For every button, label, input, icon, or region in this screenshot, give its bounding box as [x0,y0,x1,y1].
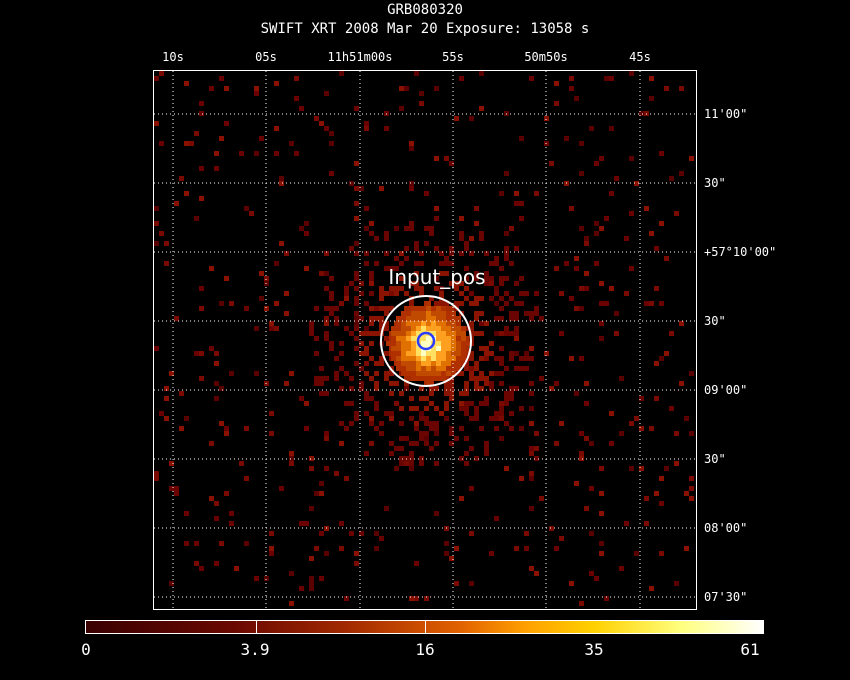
colorbar-label: 35 [584,640,604,659]
source-label: Input_pos [388,265,485,289]
dec-label: 08'00" [704,521,748,535]
colorbar-label: 0 [81,640,91,659]
colorbar-tick [425,621,426,633]
ra-label: 10s [162,50,184,64]
ra-label: 05s [255,50,277,64]
colorbar-label: 61 [740,640,760,659]
source-region-circle [380,295,472,387]
colorbar-tick [256,621,257,633]
dec-label: 07'30" [704,590,748,604]
dec-label: 09'00" [704,383,748,397]
dec-label: 11'00" [704,107,748,121]
object-title: GRB080320 [387,2,463,18]
dec-label: +57°10'00" [704,245,777,259]
ra-label: 55s [442,50,464,64]
target-position-circle [416,331,436,351]
ra-label: 45s [629,50,651,64]
xray-image: Input_pos [154,71,696,609]
colorbar-label: 3.9 [240,640,270,659]
xray-image-panel: Input_pos [153,70,697,610]
colorbar-label: 16 [415,640,435,659]
colorbar [85,620,764,634]
ra-label: 11h51m00s [327,50,393,64]
coordinate-grid [154,71,696,609]
dec-label: 30" [704,452,726,466]
count-pixels [154,71,694,606]
ra-label: 50m50s [524,50,568,64]
dec-label: 30" [704,314,726,328]
dec-label: 30" [704,176,726,190]
observation-subtitle: SWIFT XRT 2008 Mar 20 Exposure: 13058 s [260,21,590,37]
